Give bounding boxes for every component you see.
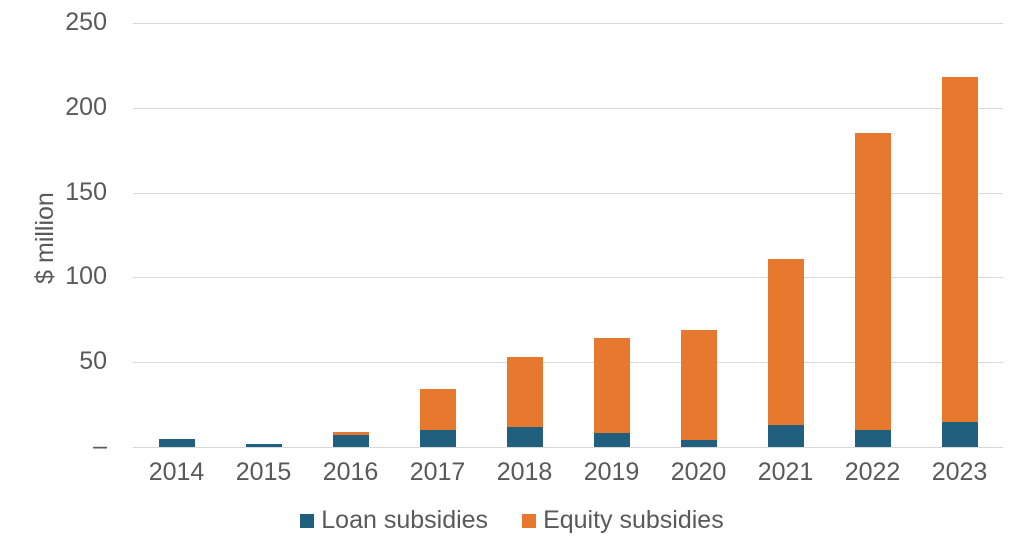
bar-segment-equity-subsidies-2022 — [854, 133, 891, 431]
y-tick-label-150: 150 — [65, 177, 107, 206]
y-tick-label-50: 50 — [79, 347, 107, 376]
bar-slot-2022 — [829, 23, 916, 447]
legend: Loan subsidies Equity subsidies — [0, 502, 1024, 538]
bar-2022 — [854, 133, 891, 447]
bar-segment-equity-subsidies-2016 — [332, 431, 369, 436]
y-tick-label-200: 200 — [65, 92, 107, 121]
x-tick-label-2015: 2015 — [235, 458, 292, 486]
bar-segment-loan-subsidies-2023 — [941, 421, 978, 447]
bar-slot-2020 — [655, 23, 742, 447]
plot-area — [133, 23, 1003, 448]
bar-2021 — [767, 258, 804, 447]
bar-segment-equity-subsidies-2019 — [593, 338, 630, 434]
gridline-0 — [133, 447, 1003, 448]
bar-2018 — [506, 357, 543, 447]
bar-2023 — [941, 77, 978, 447]
x-tick-label-2018: 2018 — [496, 458, 553, 486]
x-tick-label-2022: 2022 — [844, 458, 901, 486]
bar-segment-equity-subsidies-2023 — [941, 77, 978, 422]
y-tick-label-250: 250 — [65, 7, 107, 36]
bar-2015 — [245, 443, 282, 447]
bar-slot-2017 — [394, 23, 481, 447]
gridline-200 — [133, 107, 1003, 109]
bar-2020 — [680, 329, 717, 447]
bar-segment-loan-subsidies-2022 — [854, 430, 891, 447]
y-tick-label-100: 100 — [65, 262, 107, 291]
legend-label: Loan subsidies — [321, 505, 489, 534]
bar-slot-2018 — [481, 23, 568, 447]
x-tick-label-2023: 2023 — [931, 458, 988, 486]
bar-segment-loan-subsidies-2015 — [245, 443, 282, 447]
bar-2017 — [419, 389, 456, 447]
bar-slot-2015 — [220, 23, 307, 447]
y-tick-label-0: – — [93, 431, 107, 460]
bar-segment-equity-subsidies-2021 — [767, 258, 804, 425]
bar-slot-2021 — [742, 23, 829, 447]
bar-slot-2023 — [916, 23, 1003, 447]
bar-2019 — [593, 338, 630, 447]
bar-segment-equity-subsidies-2018 — [506, 357, 543, 427]
bar-slot-2014 — [133, 23, 220, 447]
x-tick-label-2016: 2016 — [322, 458, 379, 486]
bar-2016 — [332, 431, 369, 447]
x-tick-label-2014: 2014 — [148, 458, 205, 486]
bar-slot-2019 — [568, 23, 655, 447]
bar-segment-loan-subsidies-2017 — [419, 430, 456, 447]
x-tick-label-2021: 2021 — [757, 458, 814, 486]
bar-segment-equity-subsidies-2017 — [419, 389, 456, 431]
x-tick-label-2019: 2019 — [583, 458, 640, 486]
bar-2014 — [158, 438, 195, 447]
legend-swatch-icon — [522, 514, 537, 528]
legend-item-equity-subsidies: Equity subsidies — [522, 506, 724, 535]
gridline-50 — [133, 362, 1003, 364]
bar-slot-2016 — [307, 23, 394, 447]
x-tick-label-2017: 2017 — [409, 458, 466, 486]
legend-item-loan-subsidies: Loan subsidies — [300, 506, 488, 535]
bars-container — [133, 23, 1003, 447]
bar-segment-loan-subsidies-2019 — [593, 433, 630, 447]
gridline-150 — [133, 192, 1003, 194]
bar-segment-loan-subsidies-2018 — [506, 426, 543, 447]
bar-segment-loan-subsidies-2021 — [767, 424, 804, 447]
bar-segment-loan-subsidies-2014 — [158, 438, 195, 447]
x-tick-label-2020: 2020 — [670, 458, 727, 486]
legend-label: Equity subsidies — [543, 505, 724, 534]
gridline-100 — [133, 277, 1003, 279]
bar-segment-loan-subsidies-2020 — [680, 440, 717, 447]
legend-swatch-icon — [300, 514, 315, 528]
bar-segment-loan-subsidies-2016 — [332, 435, 369, 447]
y-axis-tick-labels: – 50 100 150 200 250 — [0, 0, 107, 554]
x-axis-tick-labels: 2014 2015 2016 2017 2018 2019 2020 2021 2022 2023 — [133, 456, 1003, 488]
gridline-250 — [133, 23, 1003, 24]
bar-segment-equity-subsidies-2020 — [680, 329, 717, 441]
